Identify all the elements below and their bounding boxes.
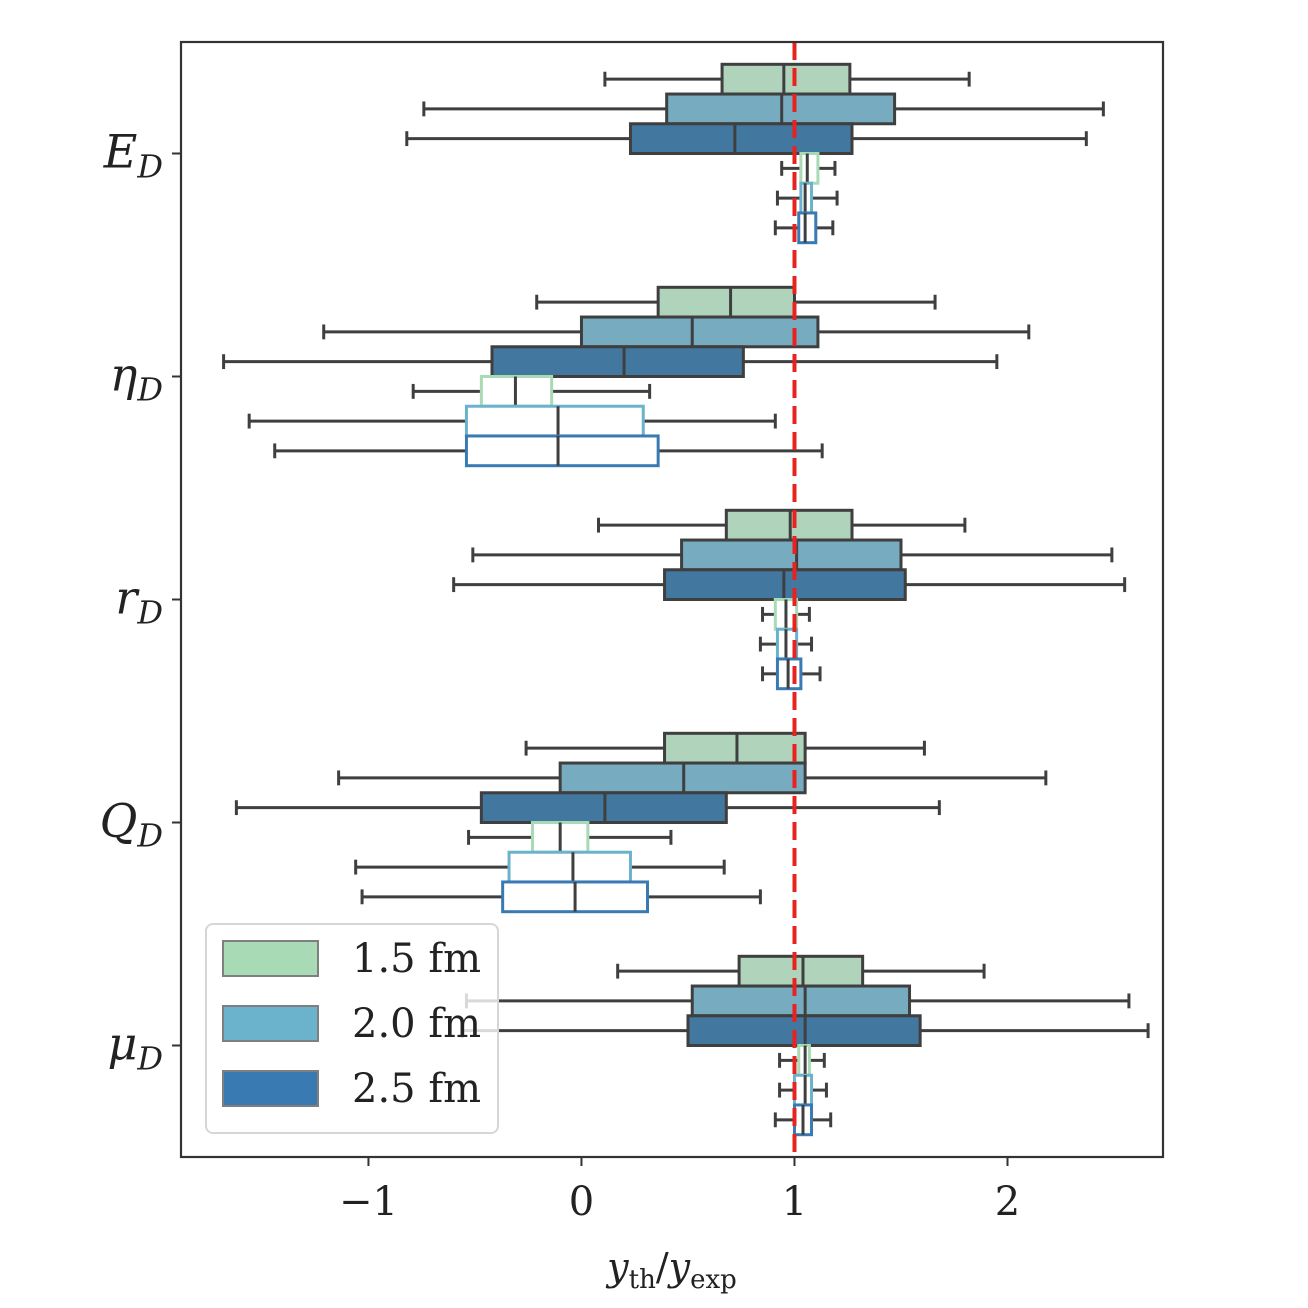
box-iqr — [464, 404, 645, 438]
box-iqr — [690, 984, 912, 1018]
box-25fm-filled-2 — [452, 568, 1127, 601]
legend-swatch-0 — [222, 940, 319, 977]
box-20fm-outline-0 — [775, 181, 839, 215]
y-tick-label-main: μ — [107, 1017, 137, 1071]
y-tick-label: QD — [100, 794, 163, 855]
box-iqr — [737, 954, 865, 988]
box-20fm-filled-0 — [422, 92, 1105, 126]
box-iqr — [628, 122, 854, 156]
x-axis-label: yth/yexp — [605, 1245, 737, 1295]
box-iqr — [656, 285, 796, 319]
y-tick-label: ηD — [110, 348, 163, 409]
y-tick-label-main: r — [115, 571, 140, 625]
box-20fm-filled-2 — [471, 538, 1114, 572]
box-20fm-outline-1 — [247, 404, 777, 438]
box-15fm-filled-0 — [603, 62, 971, 96]
box-iqr — [799, 152, 820, 185]
plot-area — [222, 62, 1150, 1137]
box-iqr — [490, 345, 745, 378]
box-25fm-filled-3 — [234, 791, 941, 824]
legend-swatch-2 — [222, 1070, 319, 1107]
x-tick-label: 2 — [995, 1179, 1020, 1225]
box-iqr — [720, 62, 852, 96]
legend-label-2: 2.5 fm — [352, 1066, 481, 1112]
y-tick-label-sub: D — [136, 1040, 163, 1078]
box-15fm-outline-0 — [780, 152, 837, 185]
y-tick-label-sub: D — [136, 371, 163, 409]
box-iqr — [663, 731, 807, 765]
legend-swatch-1 — [222, 1005, 319, 1042]
box-15fm-outline-3 — [467, 821, 673, 854]
y-tick-label-main: E — [103, 125, 138, 179]
y-tick-label-sub: D — [136, 817, 163, 855]
y-tick-label: ED — [103, 125, 163, 186]
box-15fm-filled-4 — [616, 954, 986, 988]
box-iqr — [464, 434, 660, 468]
x-tick-label: 1 — [782, 1179, 807, 1225]
box-25fm-outline-3 — [360, 880, 762, 914]
y-tick-label: μD — [107, 1017, 163, 1078]
y-tick-label: rD — [115, 571, 163, 632]
box-25fm-filled-0 — [405, 122, 1088, 156]
box-25fm-filled-1 — [222, 345, 999, 378]
y-tick-label-main: Q — [100, 794, 138, 848]
box-iqr — [579, 315, 820, 349]
box-25fm-filled-4 — [460, 1014, 1150, 1047]
legend-label-1: 2.0 fm — [352, 1001, 481, 1047]
box-15fm-filled-2 — [597, 508, 967, 542]
box-15fm-outline-2 — [761, 598, 811, 631]
box-iqr — [507, 850, 632, 884]
legend: 1.5 fm 2.0 fm 2.5 fm — [205, 923, 499, 1134]
box-iqr — [797, 211, 818, 245]
box-15fm-outline-1 — [411, 375, 652, 408]
x-axis: −1 0 1 2 — [339, 1157, 1020, 1225]
x-tick-label: −1 — [339, 1179, 398, 1225]
legend-label-0: 1.5 fm — [352, 936, 481, 982]
y-tick-label-sub: D — [136, 594, 163, 632]
box-25fm-outline-4 — [773, 1103, 833, 1137]
y-tick-label-sub: D — [136, 148, 163, 186]
box-20fm-outline-2 — [758, 627, 814, 661]
box-25fm-outline-1 — [273, 434, 824, 468]
x-tick-label: 0 — [569, 1179, 594, 1225]
box-iqr — [680, 538, 903, 572]
box-15fm-filled-3 — [524, 731, 926, 765]
y-tick-label-main: η — [110, 348, 138, 402]
box-iqr — [792, 1073, 814, 1107]
